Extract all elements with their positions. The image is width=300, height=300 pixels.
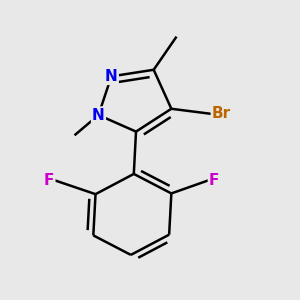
- Text: F: F: [44, 173, 54, 188]
- Text: F: F: [209, 173, 219, 188]
- Text: Br: Br: [212, 106, 231, 122]
- Text: N: N: [105, 69, 118, 84]
- Text: N: N: [92, 107, 105, 122]
